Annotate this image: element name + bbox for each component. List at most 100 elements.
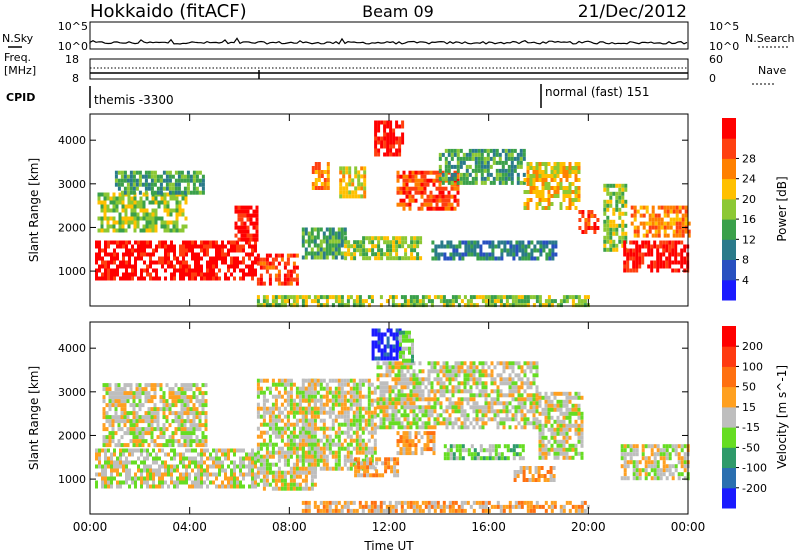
heatmap-cell <box>419 236 423 241</box>
heatmap-cell <box>642 225 646 230</box>
heatmap-cell <box>481 405 485 410</box>
heatmap-cell <box>465 172 469 177</box>
heatmap-cell <box>212 472 215 477</box>
heatmap-cell <box>259 466 263 471</box>
heatmap-cell <box>145 220 149 225</box>
heatmap-cell <box>478 377 482 382</box>
heatmap-cell <box>163 208 167 213</box>
heatmap-cell <box>152 480 155 485</box>
heatmap-cell <box>201 439 205 444</box>
heatmap-cell <box>117 391 121 396</box>
heatmap-cell <box>125 460 128 465</box>
heatmap-cell <box>256 410 260 415</box>
heatmap-cell <box>168 190 172 195</box>
heatmap-cell <box>132 443 136 448</box>
heatmap-cell <box>184 196 188 201</box>
heatmap-cell <box>351 178 355 183</box>
heatmap-cell <box>530 248 534 253</box>
heatmap-cell <box>180 178 184 183</box>
heatmap-cell <box>526 170 530 174</box>
freq-tick-hi: 18 <box>65 53 79 66</box>
heatmap-cell <box>523 202 527 206</box>
heatmap-cell <box>421 393 425 398</box>
heatmap-cell <box>454 361 458 366</box>
heatmap-cell <box>286 410 290 415</box>
heatmap-cell <box>358 450 362 455</box>
heatmap-cell <box>239 480 242 485</box>
heatmap-cell <box>395 152 399 157</box>
heatmap-cell <box>307 231 311 236</box>
heatmap-cell <box>127 220 131 225</box>
heatmap-cell <box>289 394 293 399</box>
heatmap-cell <box>113 260 116 265</box>
heatmap-cell <box>577 303 581 308</box>
heatmap-cell <box>496 393 500 398</box>
heatmap-cell <box>406 413 410 418</box>
heatmap-cell <box>683 268 687 273</box>
heatmap-cell <box>112 228 116 233</box>
heatmap-cell <box>152 476 155 481</box>
heatmap-cell <box>147 423 151 428</box>
heatmap-cell <box>339 186 343 191</box>
heatmap-cell <box>578 210 582 214</box>
heatmap-cell <box>325 438 329 443</box>
heatmap-cell <box>484 389 488 394</box>
heatmap-cell <box>657 213 661 218</box>
heatmap-cell <box>389 248 393 253</box>
heatmap-cell <box>532 381 536 386</box>
heatmap-cell <box>200 448 203 453</box>
heatmap-cell <box>227 464 230 469</box>
heatmap-cell <box>289 253 293 258</box>
heatmap-cell <box>340 422 344 427</box>
heatmap-cell <box>574 206 578 210</box>
heatmap-cell <box>215 484 218 489</box>
heatmap-cell <box>361 458 365 463</box>
heatmap-cell <box>514 389 518 394</box>
heatmap-cell <box>152 472 155 477</box>
heatmap-cell <box>583 299 587 304</box>
heatmap-cell <box>105 383 109 388</box>
heatmap-cell <box>230 472 233 477</box>
heatmap-cell <box>201 190 205 195</box>
heatmap-cell <box>609 247 613 252</box>
heatmap-cell <box>412 421 416 426</box>
heatmap-cell <box>104 448 107 453</box>
heatmap-cell <box>153 387 157 392</box>
heatmap-cell <box>286 257 290 262</box>
cpid-segment-1: themis -3300 <box>94 93 174 107</box>
heatmap-cell <box>612 183 616 188</box>
heatmap-cell <box>684 217 688 222</box>
heatmap-cell <box>493 381 497 386</box>
heatmap-cell <box>577 431 581 436</box>
heatmap-cell <box>286 482 290 487</box>
heatmap-cell <box>417 182 421 187</box>
heatmap-cell <box>630 213 634 218</box>
heatmap-cell <box>433 389 437 394</box>
heatmap-cell <box>110 272 113 277</box>
heatmap-cell <box>174 431 178 436</box>
heatmap-cell <box>357 186 361 191</box>
heatmap-cell <box>289 386 293 391</box>
heatmap-cell <box>256 482 260 487</box>
heatmap-cell <box>248 452 251 457</box>
heatmap-cell <box>402 170 406 175</box>
heatmap-cell <box>135 170 139 175</box>
heatmap-cell <box>144 411 148 416</box>
heatmap-cell <box>568 186 572 190</box>
heatmap-cell <box>385 299 389 304</box>
heatmap-cell <box>681 233 685 238</box>
heatmap-cell <box>553 166 557 170</box>
heatmap-cell <box>526 385 530 390</box>
heatmap-cell <box>171 403 175 408</box>
heatmap-cell <box>189 190 193 195</box>
noise-strip: N.Sky N.Search 10^5 10^0 10^5 10^0 <box>2 20 795 53</box>
heatmap-cell <box>310 398 314 403</box>
heatmap-cell <box>262 474 266 479</box>
heatmap-cell <box>292 402 296 407</box>
heatmap-cell <box>468 148 472 153</box>
heatmap-cell <box>150 435 154 440</box>
heatmap-cell <box>131 248 134 253</box>
heatmap-cell <box>177 411 181 416</box>
heatmap-cell <box>116 460 119 465</box>
